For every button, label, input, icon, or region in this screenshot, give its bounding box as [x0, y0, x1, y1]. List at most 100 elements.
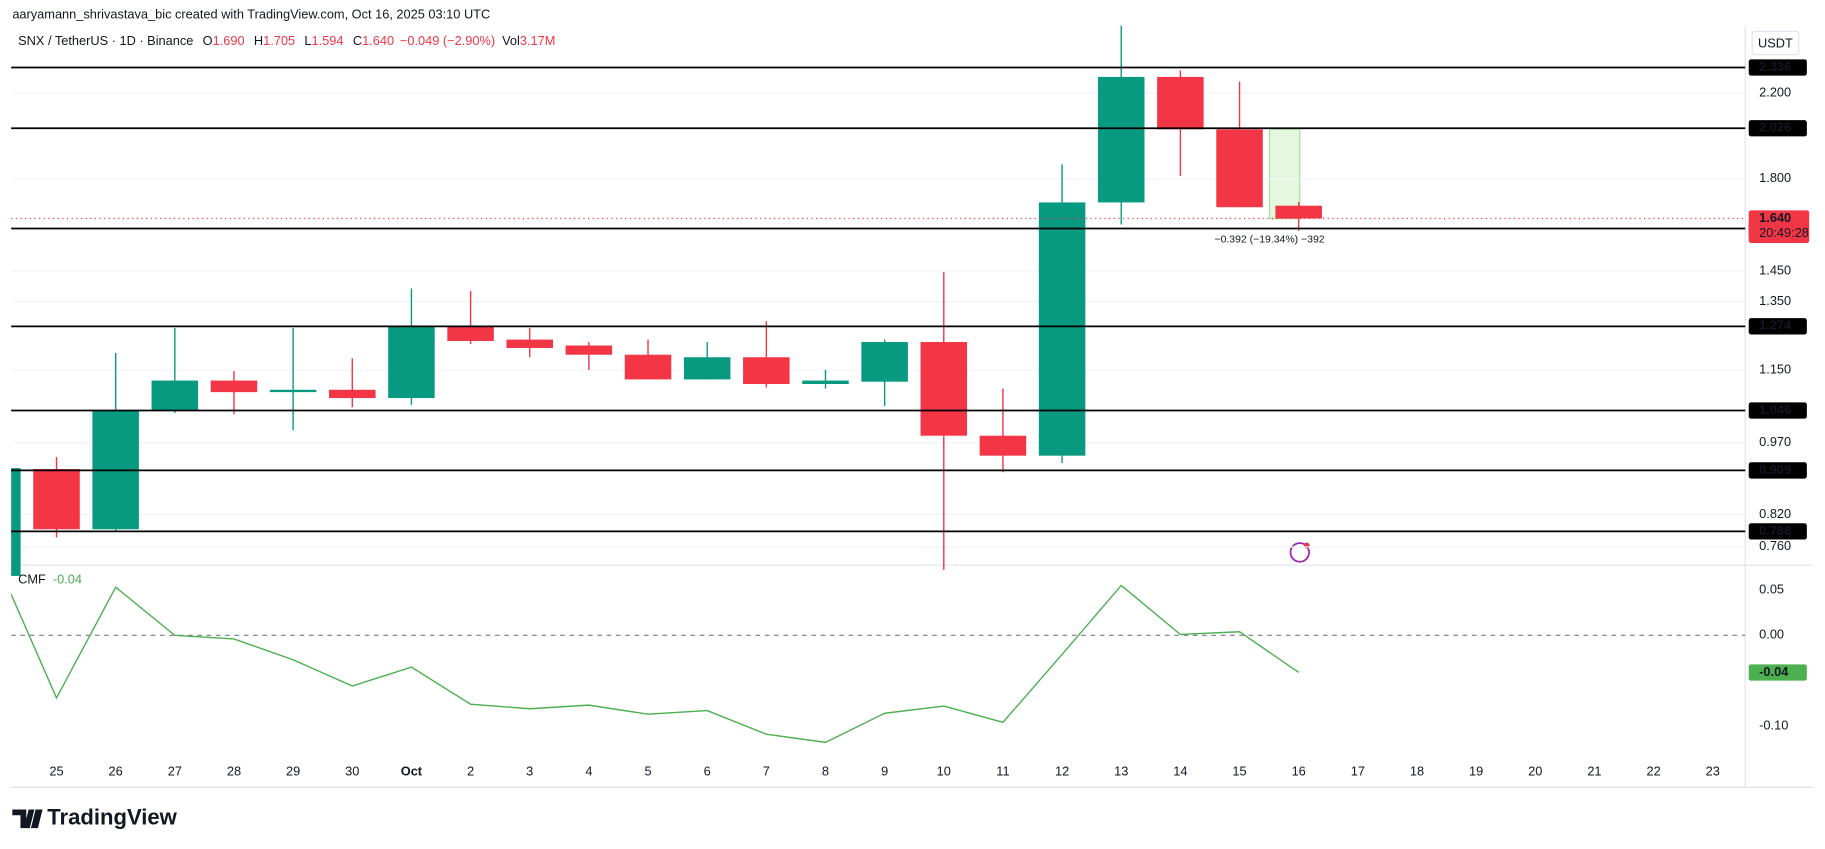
candle-body [329, 389, 376, 399]
candle-body [565, 345, 613, 355]
x-tick-label: 23 [1706, 764, 1720, 779]
candle-body [151, 380, 199, 411]
field-label: H [254, 33, 263, 48]
level-label-box [1748, 318, 1807, 335]
candle-body [447, 326, 494, 341]
x-tick-label: 12 [1055, 764, 1069, 779]
event-icon [1289, 542, 1310, 563]
level-label-box [1748, 523, 1807, 540]
y-tick-label: 1.350 [1759, 293, 1791, 308]
x-tick-label: 10 [937, 764, 951, 779]
candle-body [11, 468, 21, 576]
candle-body [802, 380, 849, 384]
x-tick-label: 26 [109, 764, 123, 779]
credit: aaryamann_shrivastava_bic created with T… [12, 6, 490, 21]
candle-body [1038, 202, 1086, 456]
x-tick-label: Oct [401, 764, 423, 779]
value-label-box [1748, 664, 1807, 681]
y-tick-label: 0.760 [1759, 538, 1791, 553]
y-tick-label: -0.10 [1759, 717, 1788, 732]
x-tick-label: 6 [704, 764, 711, 779]
y-tick-label: 2.200 [1759, 84, 1791, 99]
level-label-box [1748, 59, 1807, 76]
level-label: 0.909 [1759, 462, 1791, 477]
candle-body [861, 342, 908, 382]
x-tick-label: 29 [286, 764, 300, 779]
candle-body [979, 435, 1027, 456]
x-tick-label: 30 [345, 764, 359, 779]
candle-body [1157, 76, 1204, 130]
candle-body [624, 354, 672, 380]
field-value: 1.640 [362, 33, 394, 48]
value-label: -0.04 [1759, 664, 1789, 679]
countdown: 20:49:28 [1759, 225, 1809, 240]
x-tick-label: 20 [1528, 764, 1542, 779]
x-tick-label: 13 [1114, 764, 1128, 779]
field-value: 1.594 [312, 33, 344, 48]
candle-body [33, 469, 80, 530]
x-tick-label: 16 [1292, 764, 1306, 779]
x-tick-label: 3 [526, 764, 533, 779]
candle-body [210, 380, 258, 393]
volume: 3.17M [520, 33, 556, 48]
x-tick-label: 15 [1232, 764, 1246, 779]
candle-body [743, 357, 790, 384]
x-tick-label: 25 [49, 764, 63, 779]
legend-entry: CMF -0.04 [18, 572, 82, 587]
x-tick-label: 5 [644, 764, 651, 779]
x-tick-label: 27 [168, 764, 182, 779]
candle-body [1216, 129, 1263, 208]
x-tick-label: 11 [996, 764, 1009, 779]
level-label: 2.336 [1759, 59, 1791, 74]
event-dot [1303, 542, 1310, 549]
y-tick-label: 0.970 [1759, 434, 1791, 449]
candle-body [388, 326, 435, 399]
x-tick-label: 2 [467, 764, 474, 779]
candle-body [683, 357, 731, 380]
level-label-box [1748, 120, 1807, 137]
level-label-box [1748, 402, 1807, 419]
x-tick-label: 7 [763, 764, 770, 779]
x-tick-label: 4 [585, 764, 592, 779]
symbol-line: SNX / TetherUS · 1D · Binance O1.690 H1.70… [18, 33, 555, 48]
level-label: 2.026 [1759, 120, 1791, 135]
y-tick-label: 1.450 [1759, 262, 1791, 277]
field-label: O [203, 33, 213, 48]
candle-body [269, 389, 317, 393]
y-tick-label: 0.00 [1759, 627, 1784, 642]
change: −0.049 (−2.90%) [400, 33, 495, 48]
x-tick-label: 8 [822, 764, 829, 779]
last-price-box [1748, 210, 1810, 243]
brand-logo [12, 809, 43, 829]
field-value: 1.705 [263, 33, 295, 48]
brand-name: TradingView [47, 805, 177, 830]
legend-value: -0.04 [53, 572, 82, 587]
candle-body [1275, 205, 1322, 219]
candle-body [920, 342, 968, 436]
last-price-label: 1.640 [1759, 210, 1791, 225]
level-label-box [1748, 462, 1807, 479]
legend-name: CMF [18, 572, 46, 587]
y-tick-label: 0.820 [1759, 506, 1791, 521]
measure-box [1268, 128, 1301, 220]
brand: TradingView [12, 805, 178, 830]
measure-label: −0.392 (−19.34%) −392 [1214, 234, 1324, 245]
x-tick-label: 21 [1587, 764, 1601, 779]
candle-body [506, 339, 553, 348]
volume-label: Vol [502, 33, 520, 48]
candle-body [1097, 76, 1145, 203]
x-tick-label: 17 [1351, 764, 1365, 779]
plot-area [11, 25, 1746, 744]
x-tick-label: 19 [1469, 764, 1483, 779]
level-label: 1.046 [1759, 402, 1791, 417]
y-tick-label: 0.05 [1759, 581, 1784, 596]
y-tick-label: 1.150 [1759, 361, 1791, 376]
y-tick-label: 1.800 [1759, 170, 1791, 185]
currency-box [1751, 30, 1800, 56]
x-tick-label: 9 [881, 764, 888, 779]
field-label: L [304, 33, 311, 48]
x-tick-label: 22 [1646, 764, 1660, 779]
field-label: C [353, 33, 362, 48]
